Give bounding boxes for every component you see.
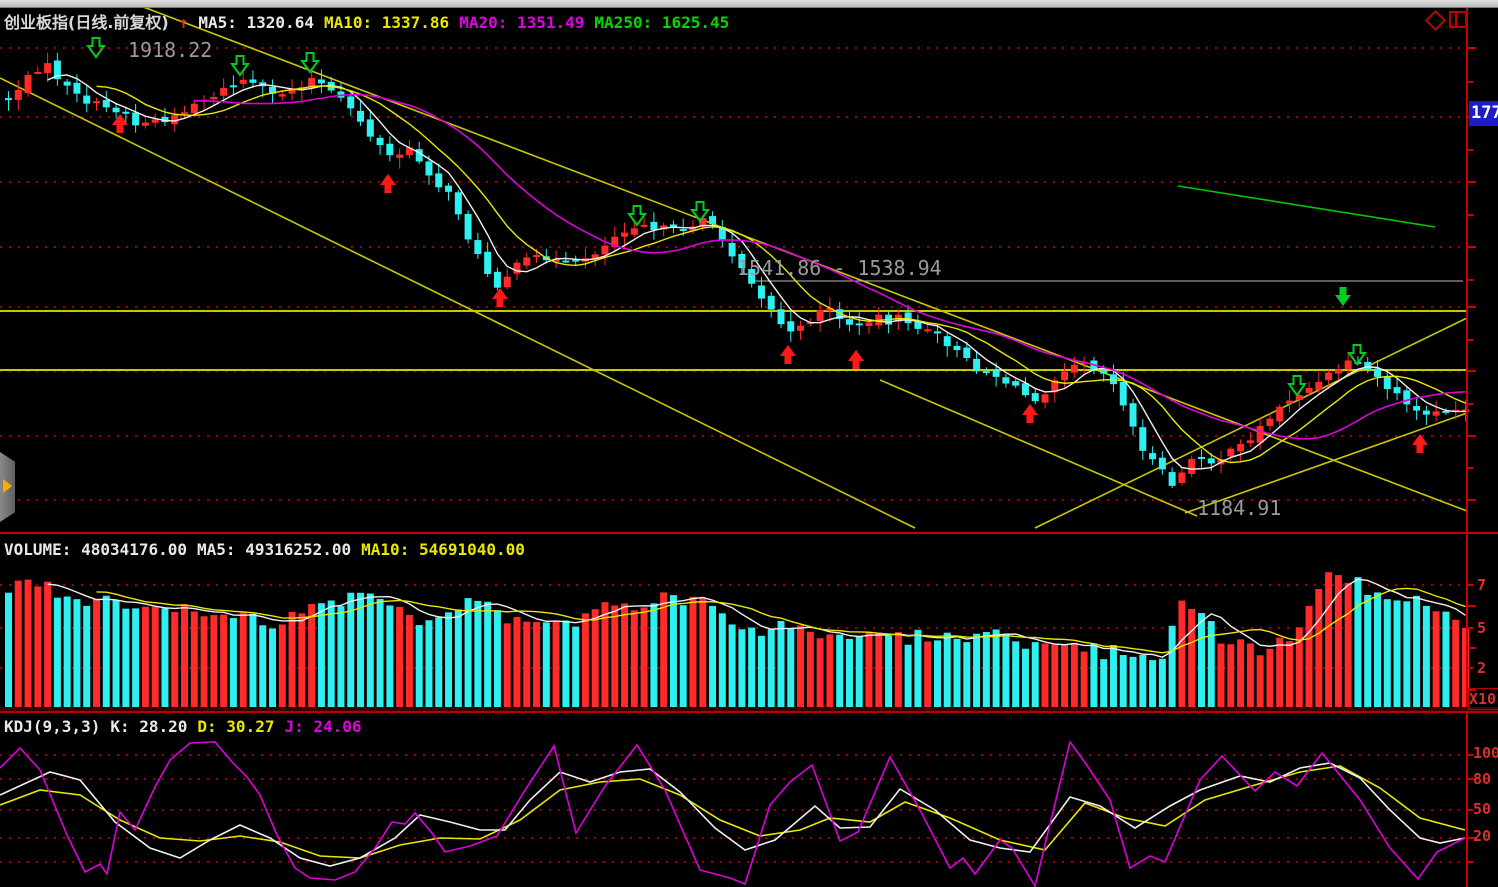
buy-signal-arrow (112, 114, 128, 133)
sell-signal-arrow (300, 52, 320, 74)
up-arrow-icon: ↑ (178, 13, 189, 32)
sell-signal-arrow (1347, 344, 1367, 366)
price-label: 1541.86 - 1538.94 (737, 256, 942, 280)
kdj-axis-label: 50 (1473, 800, 1491, 818)
ma5-value: MA5: 1320.64 (198, 13, 314, 32)
volume-axis-label: 7 (1477, 576, 1486, 594)
sell-signal-arrow (627, 205, 647, 227)
kdj-name: KDJ(9,3,3) (4, 717, 101, 736)
volume-axis-label: 5 (1477, 619, 1486, 637)
ma20-value: MA20: 1351.49 (459, 13, 585, 32)
kdj-axis-label: 20 (1473, 827, 1491, 845)
expand-arrow-icon (3, 479, 12, 493)
volume-exponent-label: X10 (1468, 688, 1498, 710)
buy-signal-arrow (1412, 434, 1428, 453)
sidebar-expand-tab[interactable] (0, 452, 15, 522)
buy-signal-arrow (1022, 404, 1038, 423)
kdj-j-value: J: 24.06 (284, 717, 362, 736)
toolbar-bottom-edge (0, 0, 1498, 8)
instrument-title: 创业板指(日线.前复权) (4, 13, 169, 32)
ma250-value: MA250: 1625.45 (594, 13, 730, 32)
sell-signal-arrow (230, 55, 250, 77)
kdj-axis-label: 80 (1473, 770, 1491, 788)
split-window-icon[interactable] (1449, 11, 1467, 28)
buy-signal-arrow (848, 350, 864, 369)
kdj-d-value: D: 30.27 (197, 717, 275, 736)
pane-divider (0, 532, 1498, 534)
volume-axis-label: 2 (1477, 659, 1486, 677)
pane-divider (0, 707, 1498, 711)
price-label: 1184.91 (1197, 496, 1281, 520)
sell-signal-arrow (1335, 287, 1351, 306)
volume-ma10-value: MA10: 54691040.00 (361, 540, 525, 559)
kdj-k-value: K: 28.20 (110, 717, 188, 736)
kdj-axis-label: 100 (1473, 744, 1498, 762)
pane-divider (0, 711, 1498, 713)
kdj-pane-header: KDJ(9,3,3) K: 28.20 D: 30.27 J: 24.06 (4, 717, 372, 736)
main-chart-header: 创业板指(日线.前复权) ↑ MA5: 1320.64 MA10: 1337.86 MA… (4, 9, 739, 33)
current-price-badge: 1770 (1469, 101, 1498, 126)
buy-signal-arrow (492, 288, 508, 307)
buy-signal-arrow (780, 345, 796, 364)
volume-value: VOLUME: 48034176.00 (4, 540, 188, 559)
sell-signal-arrow (690, 201, 710, 223)
ma10-value: MA10: 1337.86 (323, 13, 450, 32)
price-label: 1918.22 (128, 38, 212, 62)
volume-ma5-value: MA5: 49316252.00 (197, 540, 352, 559)
sell-signal-arrow (86, 37, 106, 59)
volume-pane-header: VOLUME: 48034176.00 MA5: 49316252.00 MA10:… (4, 540, 535, 559)
sell-signal-arrow (1287, 375, 1307, 397)
buy-signal-arrow (380, 174, 396, 193)
